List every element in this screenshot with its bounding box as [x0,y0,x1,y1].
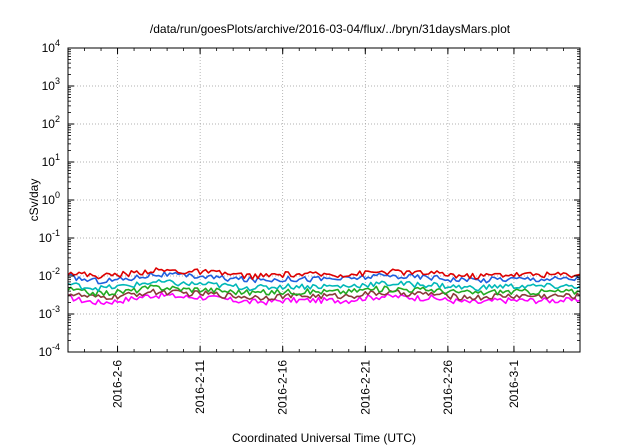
y-tick-label: 10-4 [39,342,60,359]
x-axis-ticks: 2016-2-6 2016-2-11 2016-2-16 2016-2-21 2016-… [67,48,581,415]
y-tick-label: 101 [42,152,60,169]
x-tick-label: 2016-3-1 [507,360,521,408]
series-line [67,271,581,285]
series-line [67,278,581,292]
x-tick-label: 2016-2-21 [358,360,372,415]
y-axis-label: cSv/day [27,179,41,222]
chart-title: /data/run/goesPlots/archive/2016-03-04/f… [150,22,511,36]
series-line [67,288,581,301]
y-tick-label: 10-1 [39,228,60,245]
x-axis-label: Coordinated Universal Time (UTC) [232,431,416,445]
series-line [67,291,581,306]
y-tick-label: 10-2 [39,266,60,283]
x-tick-label: 2016-2-26 [441,360,455,415]
y-tick-label: 102 [42,114,60,131]
y-tick-label: 100 [42,190,60,207]
series-line [67,267,581,281]
y-tick-label: 103 [42,76,60,93]
series-line [67,284,581,297]
y-tick-label: 10-3 [39,304,60,321]
plot-frame [67,47,581,353]
x-tick-label: 2016-2-16 [276,360,290,415]
x-tick-label: 2016-2-6 [111,360,125,408]
series-layer [67,267,581,306]
y-tick-label: 104 [42,38,60,55]
grid [68,48,580,352]
x-tick-label: 2016-2-11 [193,360,207,414]
